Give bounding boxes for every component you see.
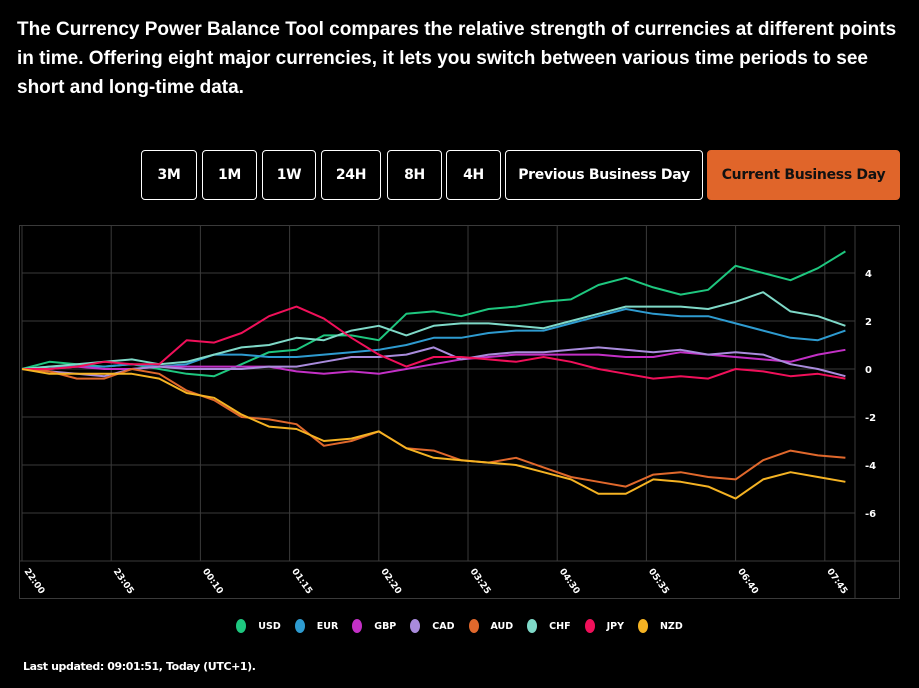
y-tick-label: 0 <box>865 365 872 376</box>
x-tick-label: 06:40 <box>735 567 760 596</box>
x-tick-label: 03:25 <box>468 567 493 596</box>
legend-item-gbp[interactable]: GBP <box>352 619 396 633</box>
period-button-1m[interactable]: 1M <box>202 150 257 200</box>
series-line-jpy <box>22 305 846 380</box>
last-updated-text: Last updated: 09:01:51, Today (UTC+1). <box>23 660 256 673</box>
legend-label: CAD <box>432 620 455 632</box>
series-line-nzd <box>21 368 846 500</box>
x-tick-label: 22:00 <box>22 567 47 596</box>
legend-item-jpy[interactable]: JPY <box>584 619 624 633</box>
legend-swatch <box>236 619 247 633</box>
y-tick-label: -6 <box>865 509 876 520</box>
legend-item-chf[interactable]: CHF <box>527 619 571 633</box>
legend-label: JPY <box>606 620 624 632</box>
legend-label: NZD <box>659 620 683 632</box>
period-button-current-business-day[interactable]: Current Business Day <box>707 150 900 200</box>
period-button-3m[interactable]: 3M <box>141 150 197 200</box>
x-tick-label: 00:10 <box>200 567 225 596</box>
period-button-4h[interactable]: 4H <box>446 150 501 200</box>
series-line-cad <box>21 346 846 378</box>
y-tick-label: 2 <box>865 317 872 328</box>
x-tick-label: 04:30 <box>557 567 582 596</box>
legend-item-cad[interactable]: CAD <box>410 619 455 633</box>
legend-label: GBP <box>374 620 397 632</box>
legend-label: CHF <box>549 620 571 632</box>
x-tick-label: 07:45 <box>824 567 849 596</box>
y-tick-label: -4 <box>865 461 876 472</box>
y-tick-label: -2 <box>865 413 876 424</box>
legend-swatch <box>637 619 648 633</box>
legend-swatch <box>410 619 421 633</box>
legend-label: EUR <box>316 620 339 632</box>
legend-label: USD <box>258 620 281 632</box>
legend-swatch <box>468 619 479 633</box>
legend-swatch <box>584 619 595 633</box>
series-line-usd <box>21 250 846 378</box>
x-tick-label: 01:15 <box>289 567 314 596</box>
period-button-8h[interactable]: 8H <box>387 150 442 200</box>
x-tick-label: 05:35 <box>646 567 671 596</box>
legend-swatch <box>294 619 305 633</box>
currency-strength-chart: 4 2 0 -2 -4 -6 22:00 23:05 00:10 01:15 02:20 03:25 0… <box>19 225 900 599</box>
legend-item-usd[interactable]: USD <box>236 619 281 633</box>
series-line-eur <box>21 308 846 370</box>
legend-item-eur[interactable]: EUR <box>294 619 339 633</box>
series-line-aud <box>21 368 846 488</box>
legend-item-nzd[interactable]: NZD <box>637 619 683 633</box>
legend-label: AUD <box>490 620 514 632</box>
legend-swatch <box>352 619 363 633</box>
legend-item-aud[interactable]: AUD <box>468 619 514 633</box>
period-button-24h[interactable]: 24H <box>321 150 381 200</box>
legend-swatch <box>527 619 538 633</box>
x-tick-label: 23:05 <box>111 567 136 596</box>
chart-legend: USD EUR GBP CAD AUD CHF JPY NZD <box>0 619 919 633</box>
intro-text: The Currency Power Balance Tool compares… <box>17 19 897 98</box>
period-button-previous-business-day[interactable]: Previous Business Day <box>505 150 703 200</box>
period-button-1w[interactable]: 1W <box>262 150 316 200</box>
x-tick-label: 02:20 <box>378 567 403 596</box>
chart-border <box>19 225 900 599</box>
y-tick-label: 4 <box>865 269 872 280</box>
